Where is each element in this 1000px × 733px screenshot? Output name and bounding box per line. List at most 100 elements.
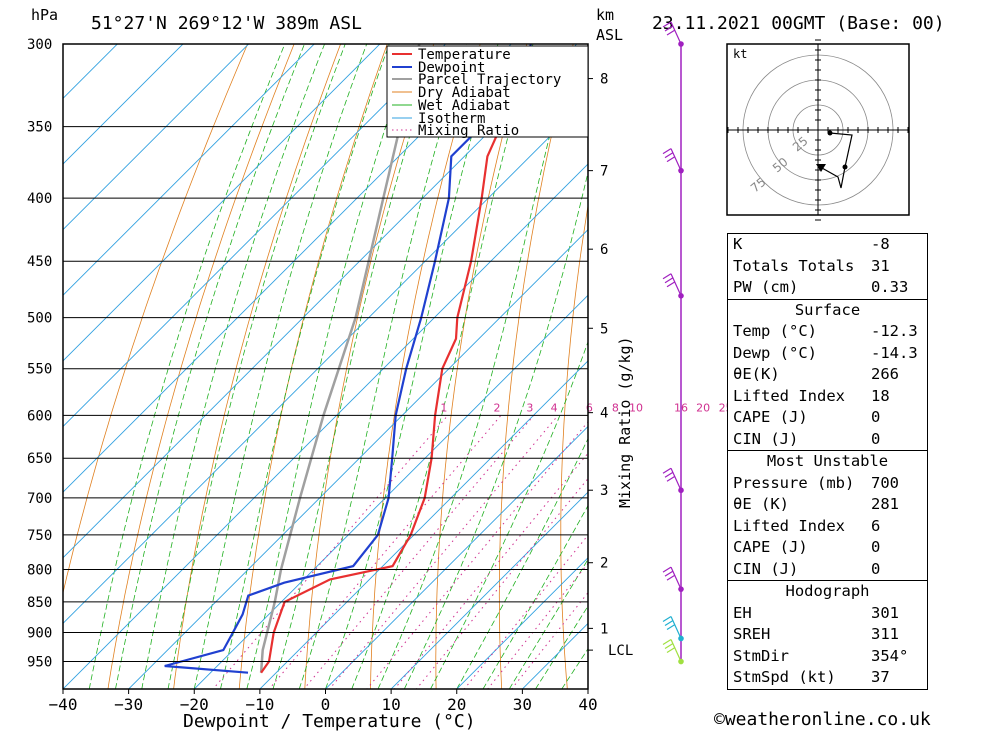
wet-adiabat-line <box>193 44 368 689</box>
totals-value: 31 <box>871 256 890 275</box>
hodograph-point <box>827 130 833 136</box>
x-tick-label: 40 <box>578 695 597 714</box>
most-unstable-section: Most Unstable Pressure (mb) 700 θE (K) 281… <box>728 450 927 580</box>
mixing-ratio-label: 20 <box>696 401 710 414</box>
k-index-value: -8 <box>871 235 890 253</box>
surface-section: Surface Temp (°C) -12.3 Dewp (°C) -14.3 θE… <box>728 298 927 451</box>
stmdir-row: StmDir 354° <box>728 646 927 668</box>
pressure-tick-label: 600 <box>27 408 52 424</box>
wind-barb <box>662 273 682 297</box>
pressure-tick-label: 700 <box>27 491 52 507</box>
surface-temp-row: Temp (°C) -12.3 <box>728 321 927 343</box>
mixing-ratio-label: 1 <box>440 401 447 414</box>
sreh-row: SREH 311 <box>728 624 927 646</box>
mixing-ratio-label: 2 <box>494 401 501 414</box>
x-tick-label: −40 <box>49 695 78 714</box>
asl-label: ASL <box>596 26 623 44</box>
pressure-tick-label: 950 <box>27 655 52 671</box>
pressure-tick-label: 650 <box>27 451 52 467</box>
sreh-value: 311 <box>871 625 899 643</box>
isotherm-line <box>127 228 588 689</box>
isotherm-line <box>390 491 588 689</box>
isotherm-line <box>63 44 381 362</box>
surface-temp-label: Temp (°C) <box>733 322 817 340</box>
legend-isotherm: Isotherm <box>418 111 485 127</box>
mixing-ratio-line <box>511 591 588 689</box>
mu-cin-value: 0 <box>871 559 881 578</box>
surface-li-label: Lifted Index <box>733 386 845 405</box>
dry-adiabat-line <box>942 7 1000 715</box>
surface-dewp-value: -14.3 <box>871 343 918 362</box>
mixing-ratio-line <box>328 414 559 689</box>
surface-temp-value: -12.3 <box>871 322 918 340</box>
dry-adiabat-line <box>435 44 528 689</box>
k-index-row: K -8 <box>728 234 927 256</box>
km-label: km <box>596 6 614 24</box>
x-tick-label: 0 <box>321 695 331 714</box>
pressure-tick-label: 400 <box>27 191 52 207</box>
km-tick-label: 7 <box>600 164 608 180</box>
mixing-ratio-line <box>268 414 502 689</box>
wind-profile <box>662 21 684 665</box>
mu-li-value: 6 <box>871 516 881 535</box>
pw-row: PW (cm) 0.33 <box>728 277 927 299</box>
dewpoint-line <box>164 44 532 674</box>
wet-adiabat-line <box>141 44 326 689</box>
km-tick-label: 8 <box>600 72 608 88</box>
km-tick-label: LCL <box>608 643 633 659</box>
dry-adiabat-line <box>173 44 342 689</box>
surface-thetae-value: 266 <box>871 365 899 383</box>
datetime-title: 23.11.2021 00GMT (Base: 00) <box>652 13 945 34</box>
mixing-ratio-label: 8 <box>612 401 619 414</box>
km-tick-label: 4 <box>600 406 608 422</box>
mixing-ratio-line <box>463 534 588 689</box>
hodograph-section: Hodograph EH 301 SREH 311 StmDir 354° StmSp… <box>728 580 927 689</box>
km-tick-label: 2 <box>600 556 608 572</box>
mu-cape-value: 0 <box>871 538 881 556</box>
x-axis-title: Dewpoint / Temperature (°C) <box>183 711 476 732</box>
pressure-tick-label: 900 <box>27 626 52 642</box>
dry-adiabat-line <box>678 7 720 715</box>
km-tick-label: 3 <box>600 483 608 499</box>
mixing-ratio-label: 3 <box>526 401 533 414</box>
mixing-ratio-label: 4 <box>551 401 558 414</box>
isotherm-line <box>63 163 588 689</box>
dry-adiabat-line <box>63 44 249 595</box>
surface-cin-label: CIN (J) <box>733 429 799 448</box>
pw-label: PW (cm) <box>733 278 799 296</box>
surface-cape-value: 0 <box>871 408 881 426</box>
pressure-tick-label: 550 <box>27 362 52 378</box>
pressure-tick-label: 800 <box>27 562 52 578</box>
dry-adiabat-line <box>370 44 481 689</box>
parcel-trajectory-line <box>259 44 421 673</box>
pressure-tick-label: 300 <box>27 37 52 53</box>
surface-cin-row: CIN (J) 0 <box>728 429 927 451</box>
mixing-ratio-line <box>487 562 588 689</box>
stmspd-row: StmSpd (kt) 37 <box>728 667 927 689</box>
pressure-tick-label: 750 <box>27 528 52 544</box>
wind-level-dot <box>678 487 684 494</box>
legend-temperature: Temperature <box>418 47 511 63</box>
mu-thetae-label: θE (K) <box>733 495 789 513</box>
sreh-label: SREH <box>733 625 771 643</box>
mu-thetae-row: θE (K) 281 <box>728 494 927 516</box>
km-tick-label: 5 <box>600 321 608 337</box>
totals-row: Totals Totals 31 <box>728 256 927 278</box>
isotherm-line <box>63 44 184 165</box>
mu-pressure-row: Pressure (mb) 700 <box>728 473 927 495</box>
wind-barb <box>662 639 682 662</box>
wind-barb <box>662 21 682 45</box>
mixing-ratio-labels: 1 2 3 4 6 8 10 16 20 25 <box>440 401 732 414</box>
x-tick-label: 10 <box>381 695 400 714</box>
temperature-axis: −40 −30 −20 −10 0 10 20 30 40 <box>49 689 598 714</box>
dry-adiabat-line <box>238 44 388 689</box>
isotherm-line <box>324 425 588 689</box>
isotherm-line <box>63 44 447 428</box>
wet-adiabat-line <box>167 44 346 689</box>
mu-cin-label: CIN (J) <box>733 559 799 578</box>
mixing-ratio-line <box>303 414 535 689</box>
pressure-tick-label: 350 <box>27 120 52 136</box>
dry-adiabat-line <box>107 44 295 689</box>
